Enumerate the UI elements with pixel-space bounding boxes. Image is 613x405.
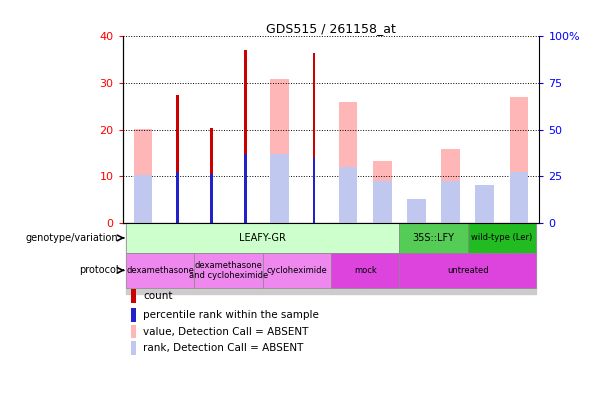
Text: 35S::LFY: 35S::LFY: [413, 233, 454, 243]
Text: genotype/variation: genotype/variation: [26, 233, 118, 243]
Bar: [126, 223, 160, 294]
Bar: [160, 223, 194, 294]
Title: GDS515 / 261158_at: GDS515 / 261158_at: [266, 22, 396, 35]
Bar: [131, 325, 136, 339]
Bar: [270, 154, 289, 223]
Text: dexamethasone: dexamethasone: [126, 266, 194, 275]
Bar: [131, 341, 136, 355]
Bar: [126, 253, 194, 288]
Bar: [475, 185, 494, 223]
Text: cycloheximide: cycloheximide: [267, 266, 327, 275]
Text: count: count: [143, 291, 173, 301]
Bar: [331, 223, 365, 294]
Bar: [176, 95, 178, 223]
Bar: [441, 181, 460, 223]
Bar: [194, 253, 263, 288]
Bar: [468, 223, 502, 294]
Bar: [263, 223, 297, 294]
Bar: [399, 253, 536, 288]
Bar: [210, 174, 213, 223]
Bar: [365, 223, 399, 294]
Text: rank, Detection Call = ABSENT: rank, Detection Call = ABSENT: [143, 343, 304, 353]
Bar: [126, 223, 399, 253]
Bar: [210, 128, 213, 223]
Text: percentile rank within the sample: percentile rank within the sample: [143, 310, 319, 320]
Bar: [313, 53, 315, 223]
Bar: [131, 308, 136, 322]
Text: protocol: protocol: [79, 265, 118, 275]
Bar: [134, 129, 153, 223]
Bar: [407, 200, 426, 223]
Bar: [433, 223, 468, 294]
Text: untreated: untreated: [447, 266, 489, 275]
Bar: [399, 223, 433, 294]
Bar: [339, 167, 357, 223]
Bar: [468, 223, 536, 253]
Bar: [194, 223, 229, 294]
Bar: [313, 158, 315, 223]
Bar: [373, 181, 392, 223]
Text: dexamethasone
and cycloheximide: dexamethasone and cycloheximide: [189, 261, 268, 280]
Bar: [509, 172, 528, 223]
Bar: [229, 223, 263, 294]
Bar: [441, 149, 460, 223]
Bar: [131, 289, 136, 303]
Bar: [502, 223, 536, 294]
Bar: [263, 253, 331, 288]
Text: value, Detection Call = ABSENT: value, Detection Call = ABSENT: [143, 326, 309, 337]
Text: LEAFY-GR: LEAFY-GR: [239, 233, 286, 243]
Bar: [297, 223, 331, 294]
Bar: [339, 102, 357, 223]
Bar: [331, 253, 399, 288]
Text: mock: mock: [354, 266, 376, 275]
Bar: [244, 154, 247, 223]
Bar: [373, 161, 392, 223]
Bar: [134, 175, 153, 223]
Bar: [244, 51, 247, 223]
Bar: [176, 172, 178, 223]
Text: wild-type (Ler): wild-type (Ler): [471, 233, 533, 243]
Bar: [399, 223, 468, 253]
Bar: [270, 79, 289, 223]
Bar: [509, 97, 528, 223]
